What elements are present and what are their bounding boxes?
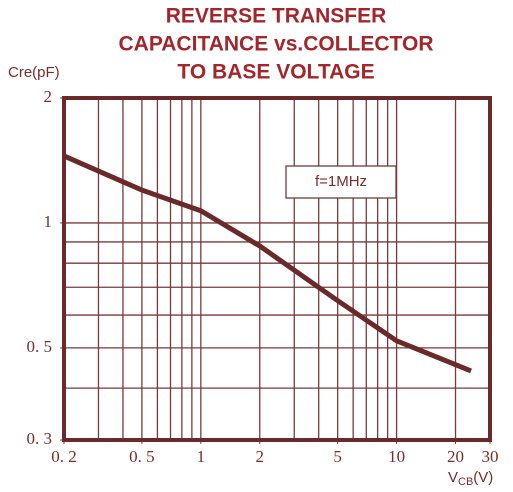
chart-title: TO BASE VOLTAGE [177,61,374,84]
x-tick-label: 1 [197,447,206,466]
y-tick-label: 2 [44,87,53,106]
y-tick-label: 0. 3 [27,429,53,448]
x-tick-label: 10 [388,447,405,466]
y-tick-label: 0. 5 [27,337,53,356]
x-tick-label: 20 [447,447,464,466]
plot-frame [62,96,492,442]
chart-title: REVERSE TRANSFER [166,5,387,28]
chart-title: CAPACITANCE vs.COLLECTOR [118,33,433,56]
x-tick-label: 2 [256,447,265,466]
x-tick-label: 0. 2 [51,447,77,466]
y-tick-label: 1 [44,212,53,231]
x-tick-label: 5 [333,447,342,466]
x-axis-label-sub: CB [458,476,473,488]
annotation-box [285,165,397,199]
data-line [62,153,472,374]
x-axis-label: VCB(V) [448,469,493,488]
x-tick-label: 30 [482,447,499,466]
x-axis-label-unit: (V) [473,469,493,486]
x-axis-label-main: V [448,469,458,486]
x-tick-label: 0. 5 [129,447,155,466]
annotation: f=1MHz [315,173,367,190]
y-axis-label: Cre(pF) [8,64,60,81]
